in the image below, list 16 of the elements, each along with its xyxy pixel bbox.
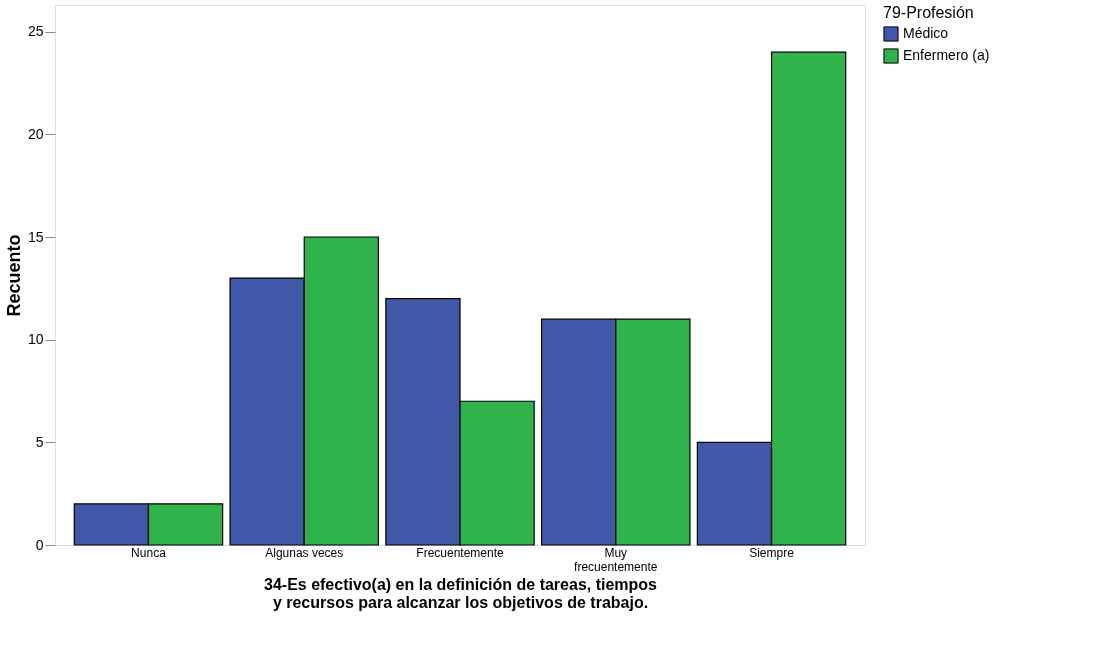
x-tick-label: Frecuentemente bbox=[416, 545, 505, 560]
x-tick-label: Nunca bbox=[131, 545, 167, 560]
x-axis-title: 34-Es efectivo(a) en la definición de tareas, tiempos y recursos para alcanzar los objetivos de trabajo. bbox=[263, 575, 658, 611]
x-tick-label: Siempre bbox=[749, 545, 795, 560]
legend-label: Médico bbox=[903, 25, 949, 41]
y-tick-label: 5 bbox=[35, 433, 44, 450]
y-tick-label: 25 bbox=[27, 23, 44, 40]
y-tick-label: 10 bbox=[27, 331, 44, 348]
x-tick-label: Muy frecuentemente bbox=[574, 545, 658, 574]
y-axis-title: Recuento bbox=[3, 234, 24, 317]
legend-label: Enfermero (a) bbox=[903, 47, 990, 63]
y-tick-label: 20 bbox=[27, 125, 44, 142]
legend-title: 79-Profesión bbox=[883, 4, 974, 21]
y-tick-label: 15 bbox=[27, 228, 44, 245]
x-tick-label: Algunas veces bbox=[265, 545, 344, 560]
y-tick-label: 0 bbox=[35, 536, 44, 553]
